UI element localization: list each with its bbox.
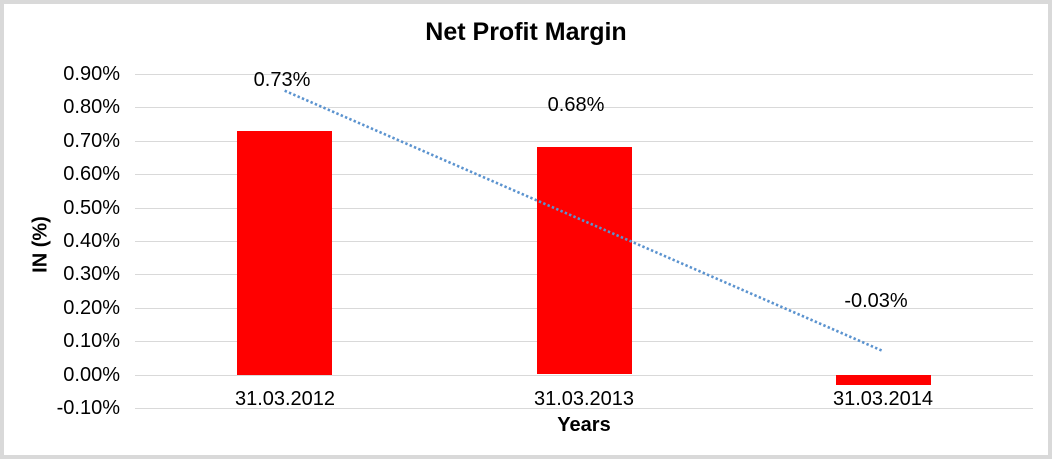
y-tick-label: 0.00% [63, 364, 120, 386]
y-tick-label: 0.30% [63, 263, 120, 285]
chart-title: Net Profit Margin [425, 18, 627, 46]
y-tick-label: 0.70% [63, 130, 120, 152]
plot-area: 0.90% 0.80% 0.70% 0.60% 0.50% 0.40% 0.30% 0.20%… [4, 4, 1048, 455]
gridline--0.10% [135, 408, 1033, 409]
gridline-0.90% [135, 74, 1033, 75]
y-tick-label: 0.90% [63, 63, 120, 85]
bar-31.03.2014 [836, 375, 931, 385]
data-label-31.03.2014: -0.03% [844, 290, 908, 312]
bar-31.03.2013 [537, 147, 632, 374]
bar-31.03.2012 [237, 131, 332, 375]
data-label-31.03.2012: 0.73% [253, 69, 311, 91]
category-label: 31.03.2013 [533, 388, 635, 410]
category-label: 31.03.2012 [234, 388, 336, 410]
data-label-31.03.2013: 0.68% [547, 94, 605, 116]
category-label: 31.03.2014 [832, 388, 934, 410]
y-tick-label: 0.50% [63, 197, 120, 219]
gridline-0.00% [135, 375, 1033, 376]
y-tick-label: 0.40% [63, 230, 120, 252]
y-tick-label: 0.10% [63, 330, 120, 352]
y-tick-label: 0.20% [63, 297, 120, 319]
y-tick-label: 0.60% [63, 163, 120, 185]
y-tick-label: -0.10% [56, 397, 120, 419]
x-axis-title: Years [557, 414, 611, 436]
y-tick-label: 0.80% [63, 96, 120, 118]
